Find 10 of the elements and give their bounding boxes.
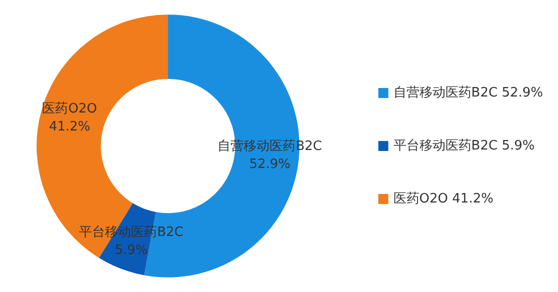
data-label: 41.2%: [48, 120, 90, 135]
slice-label: 医药O2O: [42, 102, 97, 117]
text: 5.9%: [502, 138, 535, 154]
text: 41.2%: [452, 192, 494, 206]
text: 52.9%: [502, 86, 544, 100]
legend-label: 平台移动医药B2C: [393, 138, 498, 154]
legend-label: 自营移动医药B2C: [393, 86, 498, 100]
legend-label: 医药O2O: [393, 192, 448, 206]
data-label: 52.9%: [249, 156, 291, 172]
data-label: 5.9%: [114, 242, 148, 258]
